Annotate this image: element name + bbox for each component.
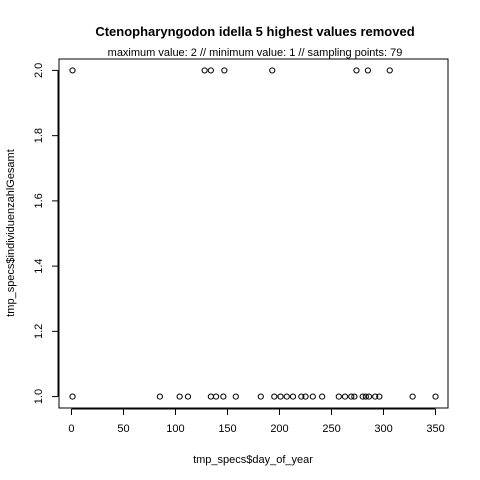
data-point [359, 393, 366, 400]
data-point [348, 393, 355, 400]
x-tick-label: 250 [322, 423, 340, 435]
data-point [184, 393, 192, 400]
x-axis: 0 50 100 150 200 250 300 350 [68, 408, 445, 435]
y-tick-label: 2.0 [33, 63, 45, 78]
data-point [207, 67, 214, 74]
data-point [269, 67, 276, 74]
data-point [201, 67, 208, 74]
plot-frame [58, 58, 449, 409]
data-point [69, 67, 76, 74]
data-point [302, 393, 309, 400]
chart-title: Ctenopharyngodon idella 5 highest values… [95, 24, 414, 39]
data-point [289, 393, 297, 400]
data-point [156, 393, 163, 400]
x-tick-label: 0 [68, 423, 74, 435]
y-axis: 1.0 1.2 1.4 1.6 1.8 2.0 [33, 63, 59, 404]
data-points [69, 67, 439, 400]
data-point [69, 393, 76, 400]
y-tick-label: 1.8 [33, 128, 45, 143]
x-tick-label: 150 [218, 423, 236, 435]
data-point [309, 393, 316, 400]
data-point [220, 393, 227, 400]
data-point [277, 393, 284, 400]
data-point [364, 67, 372, 74]
y-tick-label: 1.0 [33, 389, 45, 404]
data-point [341, 393, 349, 400]
data-point [319, 393, 326, 400]
y-tick-label: 1.4 [33, 258, 45, 273]
data-point [372, 393, 379, 400]
data-point [362, 393, 369, 400]
data-point [207, 393, 214, 400]
x-tick-label: 100 [166, 423, 184, 435]
data-point [283, 393, 290, 400]
y-axis-label: tmp_specs$individuenzahlGesamt [5, 149, 17, 317]
data-point [298, 393, 305, 400]
data-point [432, 393, 439, 400]
x-tick-label: 200 [270, 423, 288, 435]
data-point [176, 393, 183, 400]
y-tick-label: 1.2 [33, 324, 45, 339]
y-tick-label: 1.6 [33, 193, 45, 208]
x-tick-label: 300 [374, 423, 392, 435]
x-tick-label: 50 [117, 423, 129, 435]
data-point [221, 67, 228, 74]
data-point [257, 393, 264, 400]
data-point [365, 393, 373, 400]
data-point [212, 393, 220, 400]
x-tick-label: 350 [426, 423, 444, 435]
data-point [271, 393, 278, 400]
data-point [232, 393, 239, 400]
data-point [386, 67, 393, 74]
data-point [351, 393, 358, 400]
x-axis-label: tmp_specs$day_of_year [193, 454, 313, 466]
data-point [353, 67, 360, 74]
data-point [376, 393, 383, 400]
data-point [409, 393, 416, 400]
chart-subtitle: maximum value: 2 // minimum value: 1 // … [108, 47, 403, 59]
data-point [335, 393, 342, 400]
